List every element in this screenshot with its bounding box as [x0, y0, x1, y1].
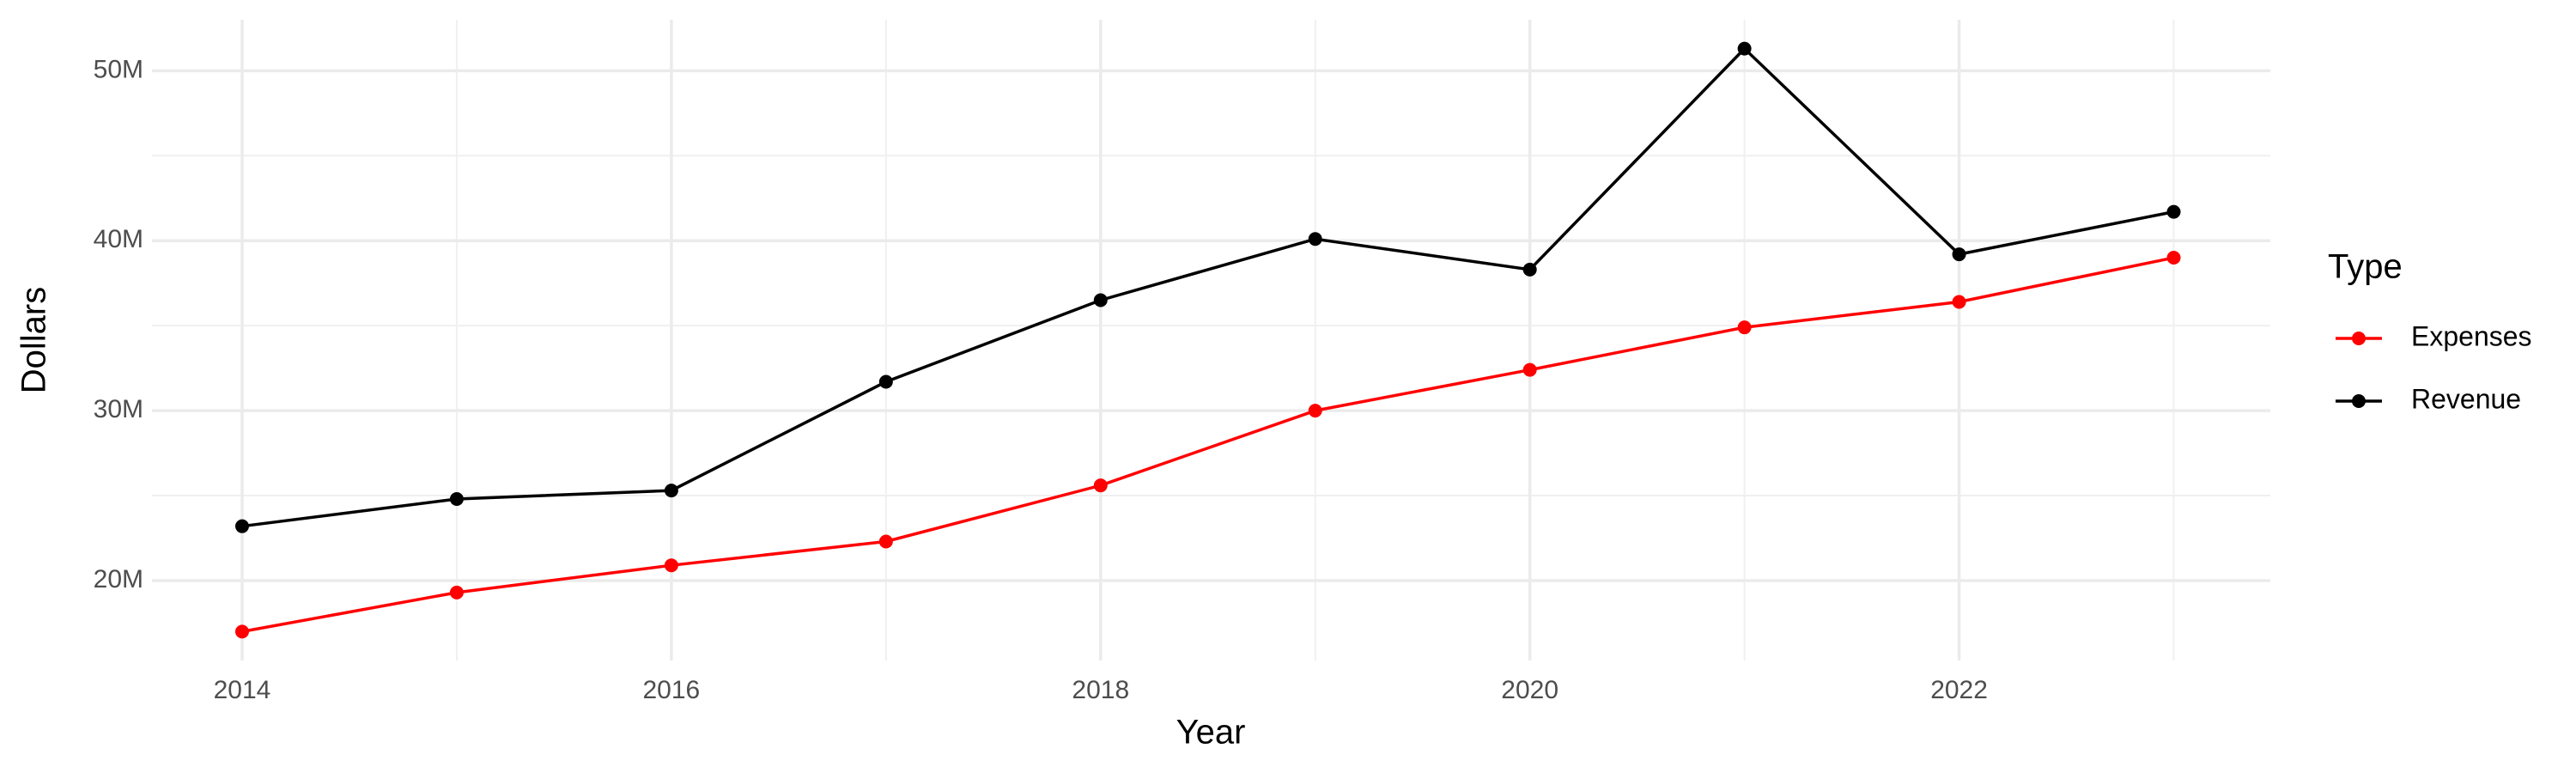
y-tick-label: 40M [94, 225, 143, 253]
data-point [1522, 362, 1537, 377]
data-point [234, 624, 249, 639]
x-axis-title: Year [1176, 714, 1246, 752]
data-point [2166, 251, 2181, 265]
legend-key-point [2352, 394, 2366, 408]
y-tick-label: 20M [94, 565, 143, 593]
x-tick-label: 2022 [1930, 676, 1988, 704]
legend-title: Type [2328, 248, 2403, 286]
data-point [449, 492, 464, 507]
data-point [1093, 478, 1108, 493]
x-tick-label: 2016 [643, 676, 701, 704]
data-point [1093, 293, 1108, 307]
data-point [1952, 247, 1966, 262]
series-line [241, 46, 2174, 528]
x-tick-label: 2018 [1072, 676, 1129, 704]
data-point [1522, 262, 1537, 277]
data-point [1308, 232, 1322, 247]
y-tick-label: 30M [94, 395, 143, 423]
data-point [1308, 404, 1322, 418]
data-point [664, 484, 678, 498]
data-point [1737, 320, 1752, 335]
data-point [878, 534, 893, 549]
x-tick-label: 2020 [1501, 676, 1558, 704]
data-point [2166, 204, 2181, 219]
data-point [234, 519, 249, 533]
grid [152, 20, 2270, 660]
data-point [1737, 41, 1752, 56]
series-line [241, 256, 2174, 634]
data-point [449, 585, 464, 600]
data-point [664, 558, 678, 573]
y-axis-title: Dollars [15, 287, 53, 393]
legend-label: Revenue [2411, 383, 2521, 414]
x-tick-label: 2014 [214, 676, 271, 704]
legend-key-point [2352, 332, 2366, 345]
data-point [1952, 295, 1966, 309]
data-point [878, 374, 893, 389]
y-tick-label: 50M [94, 55, 143, 83]
legend-label: Expenses [2411, 320, 2532, 351]
